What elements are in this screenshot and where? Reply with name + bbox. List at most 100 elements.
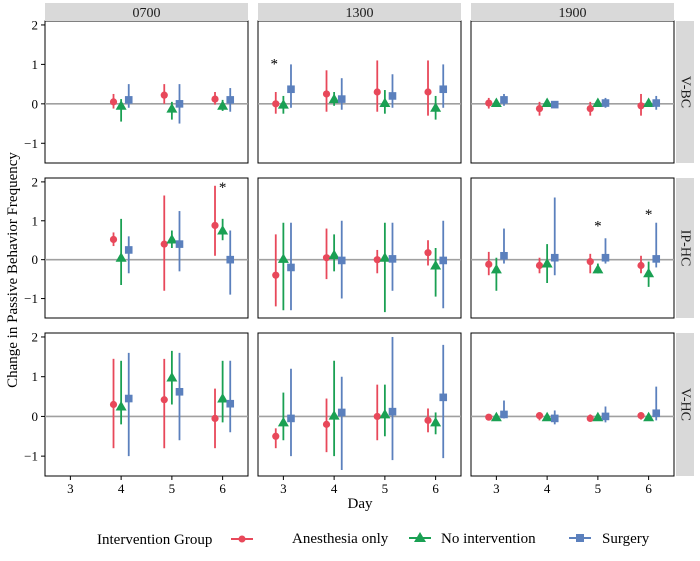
point-no-intervention xyxy=(166,103,178,113)
x-tick-label: 5 xyxy=(169,481,176,496)
point-surgery xyxy=(652,99,661,107)
point-surgery xyxy=(601,412,610,421)
point-surgery xyxy=(439,256,448,265)
point-no-intervention xyxy=(430,416,442,427)
point-anesthesia-only xyxy=(485,260,493,268)
legend-key-no-intervention xyxy=(409,532,431,542)
x-tick-label: 5 xyxy=(382,481,389,496)
panel-V-BC-1300: * xyxy=(257,20,462,164)
x-tick-label: 4 xyxy=(544,481,551,496)
point-no-intervention xyxy=(277,416,289,427)
point-no-intervention xyxy=(277,253,289,263)
point-anesthesia-only xyxy=(535,104,544,113)
x-tick-label: 6 xyxy=(645,481,652,496)
point-no-intervention xyxy=(166,371,178,382)
point-anesthesia-only xyxy=(109,400,118,409)
point-surgery xyxy=(287,85,295,94)
point-no-intervention xyxy=(166,233,178,244)
point-surgery xyxy=(175,240,184,248)
point-anesthesia-only xyxy=(424,249,432,257)
point-anesthesia-only xyxy=(272,432,280,440)
point-anesthesia-only xyxy=(485,413,493,421)
panel-IP-HC-1900: ** xyxy=(470,177,675,319)
point-surgery xyxy=(550,253,559,262)
y-tick-label: −1 xyxy=(24,136,38,151)
row-strip-label: IP-HC xyxy=(678,230,693,267)
point-anesthesia-only xyxy=(211,221,219,230)
point-surgery xyxy=(337,408,346,417)
point-anesthesia-only xyxy=(160,240,168,248)
point-surgery xyxy=(175,387,184,396)
point-anesthesia-only xyxy=(211,95,219,103)
point-no-intervention xyxy=(379,97,391,108)
x-tick-label: 3 xyxy=(67,481,74,496)
point-anesthesia-only xyxy=(373,256,381,264)
point-anesthesia-only xyxy=(586,104,594,113)
row-strip-label: V-BC xyxy=(678,76,693,108)
point-no-intervention xyxy=(115,400,127,411)
point-surgery xyxy=(175,100,184,108)
x-axis-label: Day xyxy=(348,496,373,512)
point-no-intervention xyxy=(643,97,655,108)
point-no-intervention xyxy=(541,97,553,108)
legend-key-surgery xyxy=(569,534,591,542)
point-anesthesia-only xyxy=(322,254,331,262)
point-anesthesia-only xyxy=(272,100,280,108)
x-tick-label: 4 xyxy=(331,481,338,496)
point-surgery xyxy=(388,255,397,263)
point-surgery xyxy=(337,95,346,103)
column-strip-1900 xyxy=(471,3,674,21)
column-strip-label: 0700 xyxy=(133,6,161,21)
point-surgery xyxy=(652,409,661,418)
point-surgery xyxy=(439,85,448,94)
point-no-intervention xyxy=(217,100,229,110)
row-strip-label: V-HC xyxy=(678,388,693,421)
point-no-intervention xyxy=(541,411,553,422)
panel-border xyxy=(44,20,249,164)
point-anesthesia-only xyxy=(160,91,168,99)
panel-V-HC-1300 xyxy=(257,332,462,477)
point-anesthesia-only xyxy=(535,412,544,420)
y-tick-label: 0 xyxy=(32,96,39,111)
point-surgery xyxy=(337,256,346,265)
panels-layer: **** xyxy=(44,20,675,477)
column-strip-0700 xyxy=(45,3,248,21)
point-anesthesia-only xyxy=(109,235,118,244)
point-no-intervention xyxy=(115,252,127,262)
point-no-intervention xyxy=(430,260,442,270)
point-surgery xyxy=(550,414,559,423)
point-anesthesia-only xyxy=(109,98,118,106)
point-no-intervention xyxy=(328,410,340,420)
point-no-intervention xyxy=(328,249,340,259)
point-surgery xyxy=(500,410,508,419)
point-surgery xyxy=(226,96,235,104)
x-tick-label: 3 xyxy=(493,481,500,496)
point-surgery xyxy=(124,246,133,254)
point-anesthesia-only xyxy=(424,88,432,96)
x-tick-label: 6 xyxy=(432,481,439,496)
point-no-intervention xyxy=(490,263,502,274)
legend: Intervention Group Anesthesia only No in… xyxy=(97,531,650,548)
point-no-intervention xyxy=(592,97,604,108)
point-anesthesia-only xyxy=(272,271,280,279)
y-tick-label: 0 xyxy=(32,409,39,424)
column-strips: 0700 1300 1900 xyxy=(45,3,674,21)
y-tick-label: 0 xyxy=(32,252,39,267)
panel-IP-HC-1300 xyxy=(257,177,462,319)
panel-border xyxy=(44,177,249,319)
x-tick-label: 3 xyxy=(280,481,287,496)
point-surgery xyxy=(601,99,610,107)
point-anesthesia-only xyxy=(322,90,331,98)
panel-border xyxy=(470,177,675,319)
row-strip-IP-HC xyxy=(676,178,694,318)
significance-star: * xyxy=(594,219,602,235)
point-anesthesia-only xyxy=(373,412,381,421)
panel-V-BC-0700 xyxy=(44,20,249,164)
y-tick-label: 2 xyxy=(32,329,39,344)
panel-border xyxy=(257,332,462,477)
point-anesthesia-only xyxy=(373,88,381,96)
point-surgery xyxy=(388,407,397,416)
point-anesthesia-only xyxy=(160,396,168,404)
y-axis-label: Change in Passive Behavior Frequency xyxy=(5,152,21,388)
